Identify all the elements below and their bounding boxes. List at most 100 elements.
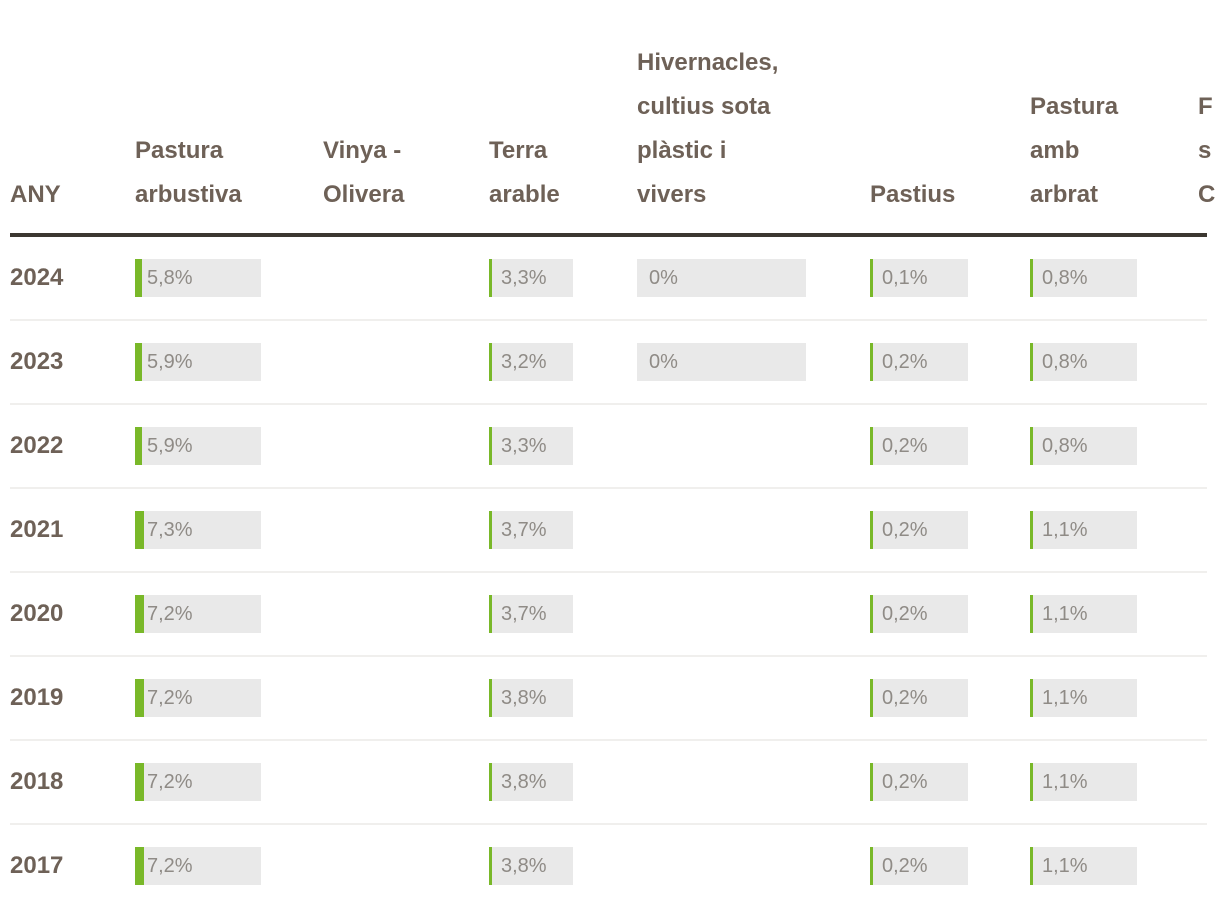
cell-pastura-amb-arbrat: 1,1% <box>1030 679 1198 717</box>
column-header-vinya-olivera: Vinya - Olivera <box>323 137 405 208</box>
bar-fill <box>870 847 873 885</box>
bar-background: 0,8% <box>1030 427 1137 465</box>
cell-pastura-arbustiva: 7,2% <box>135 679 323 717</box>
bar-background: 3,8% <box>489 847 573 885</box>
cell-terra-arable: 3,8% <box>489 763 637 801</box>
table-row: 2017 7,2% 3,8% 0,2% 1,1% <box>10 823 1207 906</box>
bar-background: 1,1% <box>1030 511 1137 549</box>
year-cell: 2022 <box>10 432 64 459</box>
value-label: 3,3% <box>501 266 547 289</box>
bar-background: 0,2% <box>870 679 968 717</box>
cell-pastius: 0,1% <box>870 259 1030 297</box>
value-label: 0,2% <box>882 854 928 877</box>
cell-pastura-arbustiva: 7,2% <box>135 763 323 801</box>
cell-pastura-arbustiva: 7,3% <box>135 511 323 549</box>
bar-fill <box>489 763 493 801</box>
value-label: 5,9% <box>147 434 193 457</box>
value-label: 1,1% <box>1042 686 1088 709</box>
bar-fill <box>135 595 145 633</box>
bar-fill <box>1030 343 1033 381</box>
bar-background: 3,3% <box>489 427 573 465</box>
bar-background: 5,9% <box>135 343 261 381</box>
column-header-pastura-amb-arbrat: Pastura amb arbrat <box>1030 93 1119 208</box>
cell-terra-arable: 3,3% <box>489 427 637 465</box>
bar-background: 5,9% <box>135 427 261 465</box>
table-row: 2018 7,2% 3,8% 0,2% 1,1% <box>10 739 1207 823</box>
bar-fill <box>135 427 143 465</box>
bar-background: 0,2% <box>870 595 968 633</box>
table-header-row: ANY Pastura arbustiva Vinya - Olivera Te… <box>10 0 1215 237</box>
cell-pastura-amb-arbrat: 1,1% <box>1030 595 1198 633</box>
bar-fill <box>135 343 143 381</box>
value-label: 3,8% <box>501 686 547 709</box>
year-cell: 2021 <box>10 516 64 543</box>
value-label: 5,9% <box>147 350 193 373</box>
cell-pastius: 0,2% <box>870 847 1030 885</box>
value-label: 0,8% <box>1042 350 1088 373</box>
bar-background: 3,7% <box>489 595 573 633</box>
bar-background: 3,8% <box>489 679 573 717</box>
value-label: 1,1% <box>1042 854 1088 877</box>
bar-fill <box>489 427 492 465</box>
column-header-pastura-arbustiva: Pastura arbustiva <box>135 137 242 208</box>
bar-background: 3,2% <box>489 343 573 381</box>
cell-pastius: 0,2% <box>870 427 1030 465</box>
bar-fill <box>1030 427 1033 465</box>
bar-background: 1,1% <box>1030 679 1137 717</box>
bar-fill <box>135 763 145 801</box>
bar-fill <box>489 595 493 633</box>
bar-fill <box>870 763 873 801</box>
value-label: 5,8% <box>147 266 193 289</box>
column-header-any: ANY <box>10 181 61 208</box>
cell-pastura-arbustiva: 7,2% <box>135 847 323 885</box>
value-label: 7,2% <box>147 770 193 793</box>
bar-background: 1,1% <box>1030 763 1137 801</box>
column-header-pastius: Pastius <box>870 181 956 208</box>
bar-background: 7,2% <box>135 847 261 885</box>
bar-background: 0,8% <box>1030 259 1137 297</box>
year-cell: 2024 <box>10 264 64 291</box>
cell-pastura-amb-arbrat: 0,8% <box>1030 259 1198 297</box>
column-header-terra-arable: Terra arable <box>489 137 560 208</box>
value-label: 3,8% <box>501 770 547 793</box>
cell-pastius: 0,2% <box>870 511 1030 549</box>
bar-fill <box>489 679 493 717</box>
value-label: 0,2% <box>882 518 928 541</box>
bar-background: 5,8% <box>135 259 261 297</box>
value-label: 7,2% <box>147 602 193 625</box>
value-label: 0% <box>649 350 678 373</box>
value-label: 0,2% <box>882 770 928 793</box>
table-row: 2023 5,9% 3,2% 0% 0,2% <box>10 319 1207 403</box>
value-label: 1,1% <box>1042 770 1088 793</box>
column-header-clipped: F s C <box>1198 93 1216 208</box>
bar-background: 1,1% <box>1030 847 1137 885</box>
cell-terra-arable: 3,8% <box>489 679 637 717</box>
bar-fill <box>489 343 492 381</box>
cell-pastius: 0,2% <box>870 343 1030 381</box>
cell-terra-arable: 3,7% <box>489 511 637 549</box>
bar-background: 3,7% <box>489 511 573 549</box>
cell-pastura-arbustiva: 5,9% <box>135 427 323 465</box>
value-label: 0,2% <box>882 686 928 709</box>
cell-pastura-amb-arbrat: 0,8% <box>1030 343 1198 381</box>
cell-pastura-arbustiva: 7,2% <box>135 595 323 633</box>
table-row: 2019 7,2% 3,8% 0,2% 1,1% <box>10 655 1207 739</box>
bar-background: 3,3% <box>489 259 573 297</box>
value-label: 0,8% <box>1042 266 1088 289</box>
bar-background: 0,2% <box>870 847 968 885</box>
value-label: 3,7% <box>501 518 547 541</box>
bar-background: 3,8% <box>489 763 573 801</box>
cell-hivernacles: 0% <box>637 259 870 297</box>
bar-fill <box>489 511 493 549</box>
value-label: 7,2% <box>147 854 193 877</box>
bar-fill <box>1030 847 1033 885</box>
bar-background: 0,2% <box>870 763 968 801</box>
table-row: 2021 7,3% 3,7% 0,2% 1,1% <box>10 487 1207 571</box>
cell-pastura-arbustiva: 5,8% <box>135 259 323 297</box>
value-label: 0,8% <box>1042 434 1088 457</box>
value-label: 0,2% <box>882 434 928 457</box>
bar-fill <box>1030 763 1033 801</box>
column-header-hivernacles: Hivernacles, cultius sota plàstic i vive… <box>637 49 779 208</box>
value-label: 7,2% <box>147 686 193 709</box>
table-row: 2024 5,8% 3,3% 0% 0,1% <box>10 237 1207 319</box>
